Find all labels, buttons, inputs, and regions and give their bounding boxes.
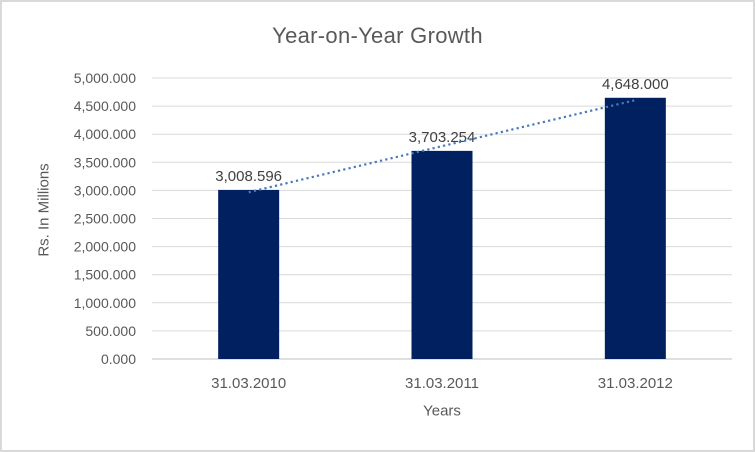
x-axis-title: Years [423, 402, 461, 420]
x-tick-label: 31.03.2011 [405, 375, 479, 392]
data-label: 4,648.000 [602, 76, 669, 93]
y-tick-label: 2,500.000 [74, 211, 136, 227]
y-tick-label: 4,000.000 [74, 126, 136, 142]
y-tick-label: 3,500.000 [74, 154, 136, 170]
x-tick-label: 31.03.2010 [211, 375, 286, 392]
x-tick-label: 31.03.2012 [598, 375, 673, 392]
y-tick-label: 0.000 [101, 351, 136, 367]
y-tick-label: 3,000.000 [74, 182, 136, 198]
trendline [248, 98, 638, 194]
bar-31.03.2011 [411, 150, 473, 359]
y-tick-label: 5,000.000 [74, 70, 136, 86]
y-axis-title: Rs. In Millions [35, 163, 53, 257]
y-tick-label: 2,000.000 [74, 239, 136, 255]
bar-31.03.2010 [218, 189, 280, 359]
y-tick-label: 1,000.000 [74, 295, 136, 311]
y-tick-label: 1,500.000 [74, 267, 136, 283]
y-tick-label: 4,500.000 [74, 98, 136, 114]
y-tick-label: 500.000 [85, 323, 136, 339]
bar-31.03.2012 [604, 97, 666, 359]
chart-title: Year-on-Year Growth [272, 23, 483, 48]
data-label: 3,703.254 [409, 129, 476, 146]
data-label: 3,008.596 [215, 168, 282, 185]
